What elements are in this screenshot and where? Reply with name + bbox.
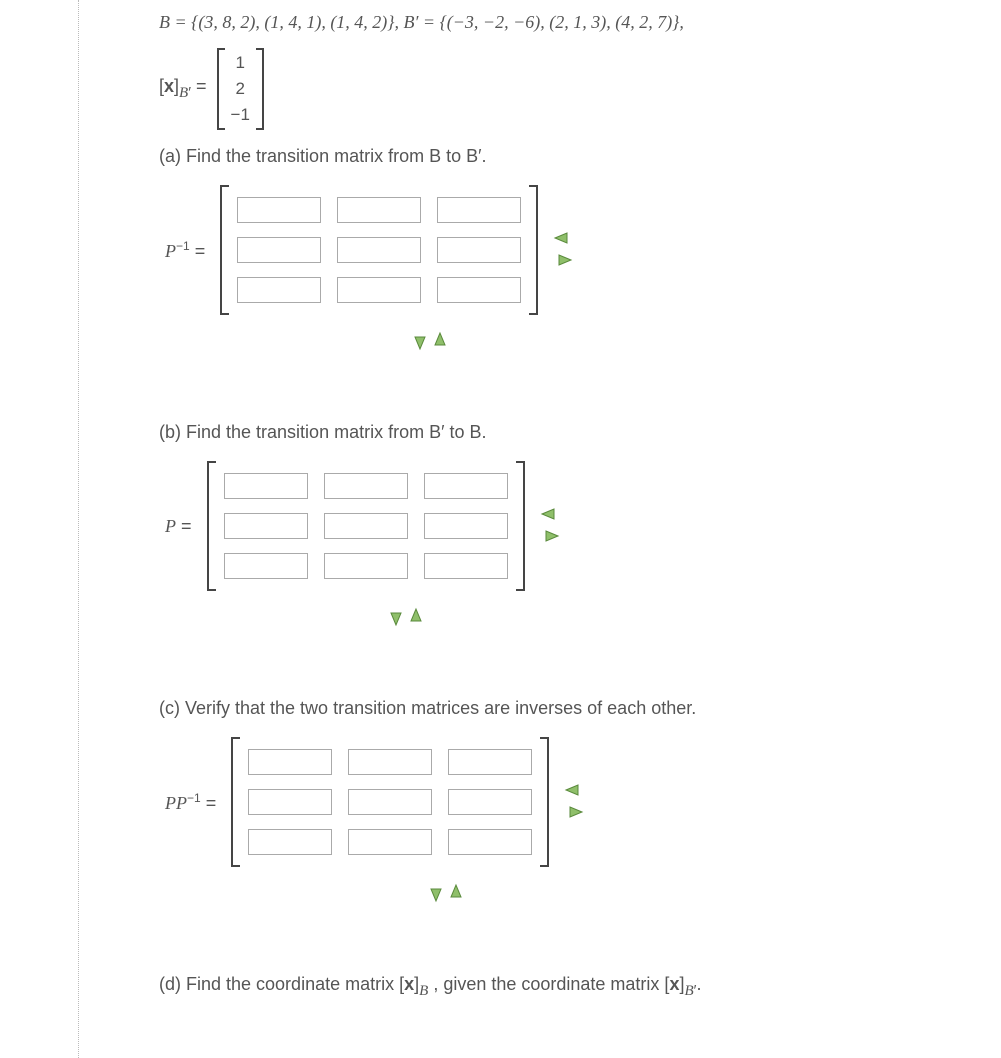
matrix-cell[interactable]	[437, 277, 521, 303]
remove-row-icon[interactable]	[433, 331, 447, 354]
matrix-cell[interactable]	[224, 473, 308, 499]
matrix-cell[interactable]	[237, 197, 321, 223]
matrix-cell[interactable]	[324, 513, 408, 539]
ibracket-right	[540, 737, 554, 867]
b-set-text: B = {(3, 8, 2), (1, 4, 1), (1, 4, 2)}, B…	[159, 12, 684, 32]
matrix-cell[interactable]	[437, 237, 521, 263]
matrix-cell[interactable]	[424, 553, 508, 579]
remove-row-icon[interactable]	[449, 883, 463, 906]
row-resize-arrows-a	[231, 331, 629, 354]
matrix-cell[interactable]	[237, 237, 321, 263]
add-row-icon[interactable]	[413, 331, 427, 354]
part-c-text: (c) Verify that the two transition matri…	[159, 698, 918, 719]
part-b-lhs: P =	[165, 516, 192, 537]
matrix-cell[interactable]	[237, 277, 321, 303]
ibracket-right	[516, 461, 530, 591]
part-c-matrix	[226, 737, 554, 867]
static-vector-matrix: 1 2 −1	[213, 46, 268, 132]
row-resize-arrows-b	[207, 607, 605, 630]
col-resize-arrows	[553, 230, 573, 270]
matrix-cell[interactable]	[337, 197, 421, 223]
remove-row-icon[interactable]	[409, 607, 423, 630]
part-b-text: (b) Find the transition matrix from B′ t…	[159, 422, 918, 443]
part-a-grid	[229, 185, 529, 315]
part-a-answer: P−1 =	[165, 185, 918, 315]
vector-v1: 2	[231, 76, 250, 102]
vector-lhs: [x]B′ =	[159, 76, 207, 102]
ibracket-left	[215, 185, 229, 315]
bracket-left	[213, 46, 225, 132]
add-row-icon[interactable]	[389, 607, 403, 630]
part-b-matrix	[202, 461, 530, 591]
matrix-cell[interactable]	[348, 789, 432, 815]
matrix-cell[interactable]	[324, 553, 408, 579]
matrix-cell[interactable]	[348, 749, 432, 775]
matrix-cell[interactable]	[348, 829, 432, 855]
matrix-cell[interactable]	[224, 513, 308, 539]
part-c-answer: PP−1 =	[165, 737, 918, 867]
add-row-icon[interactable]	[429, 883, 443, 906]
matrix-cell[interactable]	[337, 277, 421, 303]
part-a-lhs: P−1 =	[165, 239, 205, 262]
matrix-cell[interactable]	[424, 513, 508, 539]
remove-col-icon[interactable]	[553, 230, 573, 248]
matrix-cell[interactable]	[248, 789, 332, 815]
page-content: B = {(3, 8, 2), (1, 4, 1), (1, 4, 2)}, B…	[78, 0, 918, 1058]
vector-v2: −1	[231, 102, 250, 128]
add-col-icon[interactable]	[564, 804, 584, 822]
remove-col-icon[interactable]	[564, 782, 584, 800]
col-resize-arrows-b	[540, 506, 560, 546]
bracket-right	[256, 46, 268, 132]
part-c-grid	[240, 737, 540, 867]
part-a-matrix	[215, 185, 543, 315]
ibracket-left	[202, 461, 216, 591]
matrix-cell[interactable]	[224, 553, 308, 579]
col-resize-arrows-c	[564, 782, 584, 822]
matrix-cell[interactable]	[448, 789, 532, 815]
vector-v0: 1	[231, 50, 250, 76]
matrix-cell[interactable]	[448, 749, 532, 775]
add-col-icon[interactable]	[553, 252, 573, 270]
problem-given-bases: B = {(3, 8, 2), (1, 4, 1), (1, 4, 2)}, B…	[159, 6, 918, 38]
matrix-cell[interactable]	[424, 473, 508, 499]
given-coordinate-vector: [x]B′ = 1 2 −1	[159, 46, 918, 132]
part-d-text: (d) Find the coordinate matrix [x]B , gi…	[159, 974, 918, 1000]
row-resize-arrows-c	[247, 883, 645, 906]
vector-column: 1 2 −1	[225, 46, 256, 132]
add-col-icon[interactable]	[540, 528, 560, 546]
matrix-cell[interactable]	[437, 197, 521, 223]
ibracket-right	[529, 185, 543, 315]
part-c-lhs: PP−1 =	[165, 791, 216, 814]
part-a-text: (a) Find the transition matrix from B to…	[159, 146, 918, 167]
matrix-cell[interactable]	[324, 473, 408, 499]
matrix-cell[interactable]	[248, 749, 332, 775]
matrix-cell[interactable]	[337, 237, 421, 263]
part-b-grid	[216, 461, 516, 591]
ibracket-left	[226, 737, 240, 867]
matrix-cell[interactable]	[448, 829, 532, 855]
remove-col-icon[interactable]	[540, 506, 560, 524]
part-b-answer: P =	[165, 461, 918, 591]
matrix-cell[interactable]	[248, 829, 332, 855]
